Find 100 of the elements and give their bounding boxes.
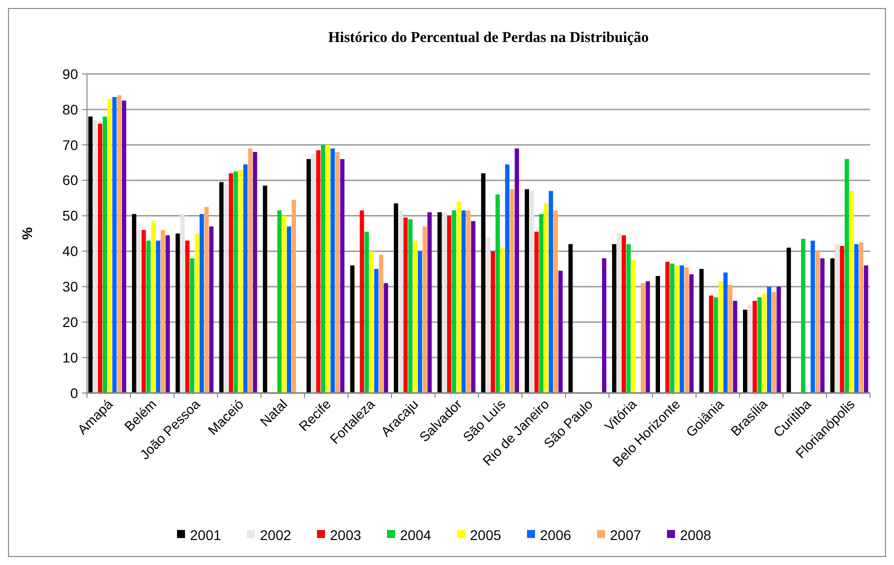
bar [340, 159, 344, 393]
bar [369, 251, 374, 393]
bar [316, 150, 320, 393]
bar [849, 190, 854, 393]
bar [496, 194, 500, 393]
bar [844, 159, 849, 393]
bar [670, 264, 674, 393]
y-tick-label: 50 [62, 208, 78, 224]
bar [326, 144, 330, 393]
bar [378, 254, 384, 393]
bar [626, 244, 631, 393]
bar [466, 210, 471, 393]
bar [708, 296, 714, 393]
bar [160, 230, 166, 393]
bar [142, 230, 146, 393]
bar [442, 212, 447, 393]
bar [820, 258, 825, 393]
bar [277, 210, 282, 393]
bar [185, 240, 190, 393]
legend-label: 2001 [190, 526, 222, 543]
bar [418, 251, 422, 393]
bar [810, 240, 815, 393]
bar [646, 281, 650, 393]
bar [471, 221, 476, 393]
legend-label: 2007 [610, 526, 642, 543]
bar [674, 265, 680, 393]
legend-label: 2004 [400, 526, 432, 543]
bar [194, 234, 200, 393]
bar [136, 230, 142, 393]
bar [190, 258, 194, 393]
legend-label: 2006 [540, 526, 572, 543]
y-axis-title: % [19, 226, 35, 240]
bar [530, 190, 534, 393]
bar [234, 171, 238, 393]
bar [680, 265, 684, 393]
bar [752, 300, 757, 393]
bar [514, 148, 520, 393]
bar [742, 310, 748, 393]
bar [864, 265, 868, 393]
legend-label: 2003 [330, 526, 362, 543]
bar [209, 226, 214, 393]
bar [524, 189, 530, 393]
bar [166, 235, 170, 393]
bar [88, 116, 93, 393]
bar [854, 244, 859, 393]
y-tick-label: 0 [70, 384, 78, 401]
bar [490, 251, 496, 393]
y-tick-label: 70 [62, 136, 78, 153]
bar [568, 244, 573, 393]
bar [772, 292, 776, 393]
bar [602, 258, 606, 393]
bar [539, 214, 544, 393]
bar [548, 190, 554, 393]
bar [102, 116, 108, 393]
bar [699, 268, 704, 393]
bar [481, 173, 486, 393]
bar [364, 232, 369, 393]
bar [146, 240, 151, 393]
bar [306, 159, 311, 393]
bar [219, 182, 224, 393]
bar [558, 270, 563, 393]
bar [311, 154, 316, 393]
bar [156, 240, 160, 393]
bar [616, 234, 622, 393]
bar [224, 184, 228, 393]
bar [228, 173, 234, 393]
bar [640, 283, 646, 393]
y-tick-label: 30 [62, 278, 78, 295]
bar [408, 219, 413, 393]
bar [286, 226, 292, 393]
chart-title: Histórico do Percentual de Perdas na Distribuição [328, 30, 649, 46]
bar [452, 210, 456, 393]
bar [500, 248, 505, 393]
bar [840, 246, 844, 393]
bar [180, 214, 185, 393]
bar [859, 242, 864, 393]
y-tick-label: 20 [62, 314, 78, 330]
bar [437, 212, 442, 393]
bar [612, 244, 616, 393]
bar [330, 148, 335, 393]
bar [689, 274, 694, 393]
bar [151, 221, 156, 393]
bar [728, 284, 732, 393]
bar [544, 203, 548, 393]
bar [447, 216, 452, 393]
bar [835, 244, 840, 393]
bar [554, 210, 558, 393]
bar [112, 97, 117, 393]
bar [534, 232, 539, 393]
bar [350, 265, 354, 393]
bar [684, 267, 689, 393]
bar [243, 164, 248, 393]
bar [398, 210, 403, 393]
bar [282, 216, 286, 393]
legend-label: 2008 [680, 526, 712, 543]
y-tick-label: 80 [62, 101, 78, 118]
legend-label: 2002 [260, 526, 292, 543]
bar [176, 234, 180, 393]
bar [360, 210, 364, 393]
bar [665, 262, 670, 393]
